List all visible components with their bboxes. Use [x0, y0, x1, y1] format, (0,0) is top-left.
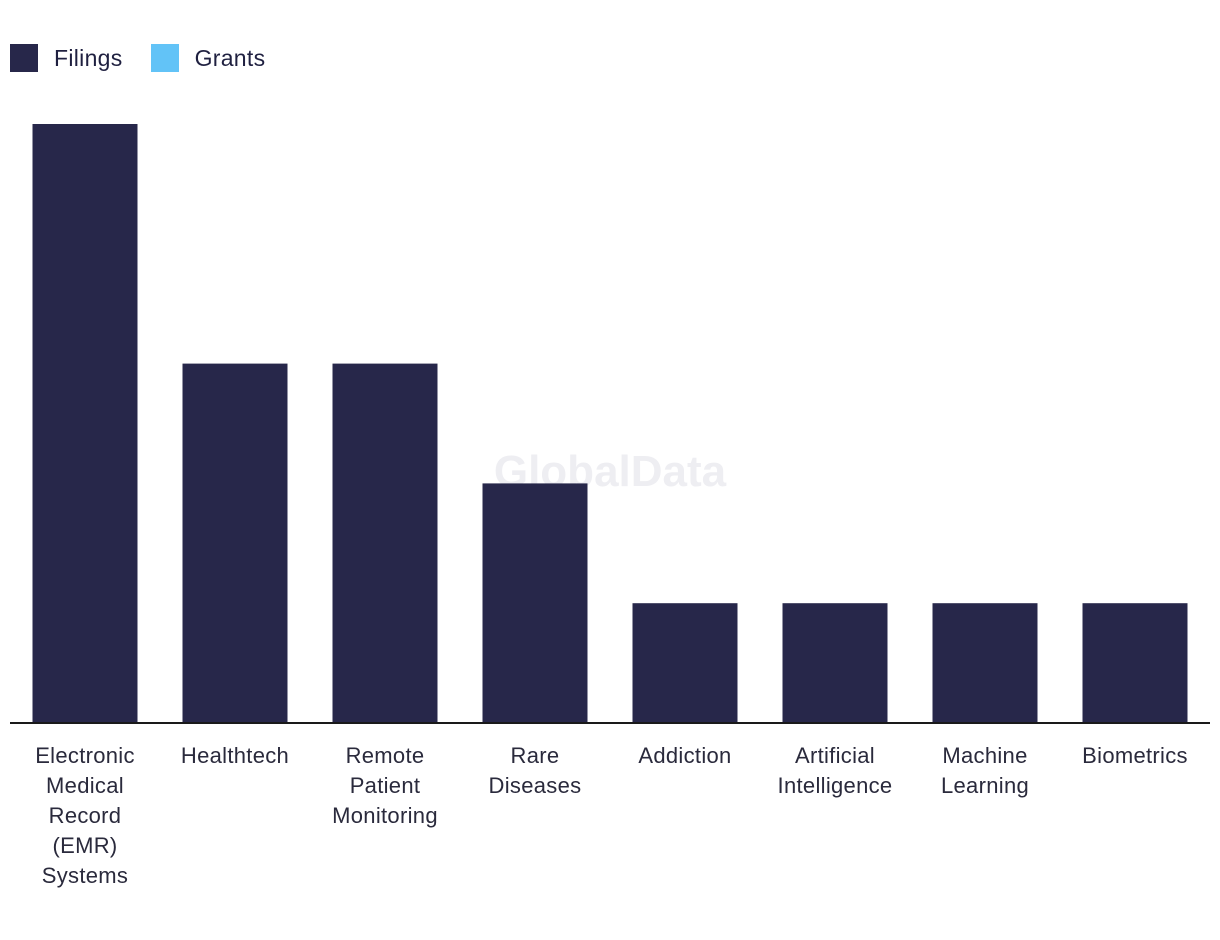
legend-item-grants[interactable]: Grants: [150, 44, 266, 72]
x-tick-label-4: Addiction: [638, 743, 731, 768]
x-tick-label-0: Electronic Medical Record (EMR) Systems: [35, 743, 135, 888]
bar-filings-1[interactable]: [182, 363, 288, 723]
bar-filings-2[interactable]: [332, 363, 438, 723]
bars-group: [32, 124, 1188, 723]
x-tick-label-3: Rare Diseases: [489, 743, 582, 798]
legend-label-filings: Filings: [54, 44, 123, 71]
legend-swatch-grants: [150, 44, 179, 72]
legend-swatch-filings: [10, 44, 38, 72]
x-tick-label-2: Remote Patient Monitoring: [332, 743, 438, 828]
x-tick-label-1: Healthtech: [181, 743, 289, 768]
bar-filings-3[interactable]: [482, 483, 588, 723]
x-tick-label-7: Biometrics: [1082, 743, 1188, 768]
bar-filings-7[interactable]: [1082, 603, 1188, 723]
bar-filings-5[interactable]: [782, 603, 888, 723]
bar-filings-4[interactable]: [632, 603, 738, 723]
bar-filings-6[interactable]: [932, 603, 1038, 723]
bar-filings-0[interactable]: [32, 124, 138, 723]
chart-legend: Filings Grants: [10, 44, 293, 72]
legend-item-filings[interactable]: Filings: [10, 44, 123, 72]
legend-label-grants: Grants: [194, 44, 266, 71]
x-tick-label-6: Machine Learning: [941, 743, 1029, 798]
x-tick-labels: Electronic Medical Record (EMR) Systems Healt…: [35, 743, 1188, 888]
x-tick-label-5: Artificial Intelligence: [778, 743, 893, 798]
